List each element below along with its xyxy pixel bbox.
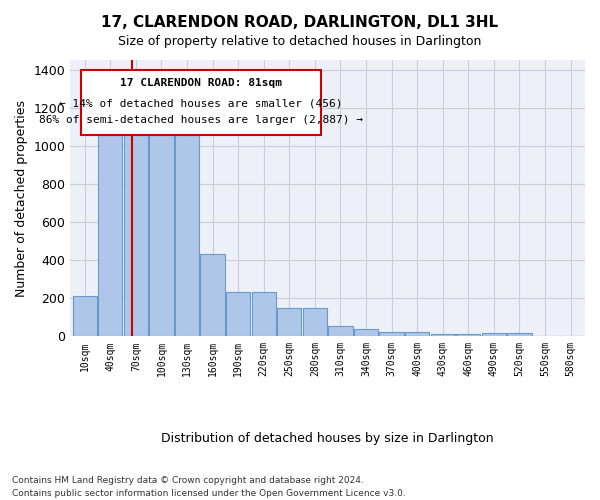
Bar	[226, 292, 250, 337]
Bar	[303, 308, 327, 336]
Text: Contains public sector information licensed under the Open Government Licence v3: Contains public sector information licen…	[12, 488, 406, 498]
Text: 17, CLARENDON ROAD, DARLINGTON, DL1 3HL: 17, CLARENDON ROAD, DARLINGTON, DL1 3HL	[101, 15, 499, 30]
Bar	[379, 332, 404, 336]
Text: 86% of semi-detached houses are larger (2,887) →: 86% of semi-detached houses are larger (…	[39, 115, 363, 125]
Bar	[507, 332, 532, 336]
Bar	[73, 296, 97, 337]
Bar	[149, 126, 173, 336]
Y-axis label: Number of detached properties: Number of detached properties	[15, 100, 28, 296]
X-axis label: Distribution of detached houses by size in Darlington: Distribution of detached houses by size …	[161, 432, 494, 445]
Bar	[124, 123, 148, 336]
Bar	[431, 334, 455, 336]
Bar	[98, 123, 122, 336]
Bar	[200, 254, 225, 336]
Bar	[482, 332, 506, 336]
Bar	[277, 308, 301, 336]
Bar	[328, 326, 353, 336]
Text: Size of property relative to detached houses in Darlington: Size of property relative to detached ho…	[118, 35, 482, 48]
Bar	[251, 292, 276, 337]
Text: 17 CLARENDON ROAD: 81sqm: 17 CLARENDON ROAD: 81sqm	[120, 78, 282, 88]
Bar	[175, 126, 199, 336]
Bar	[405, 332, 429, 336]
Bar	[354, 328, 378, 336]
Bar	[456, 334, 481, 336]
Text: ← 14% of detached houses are smaller (456): ← 14% of detached houses are smaller (45…	[59, 98, 343, 108]
Text: Contains HM Land Registry data © Crown copyright and database right 2024.: Contains HM Land Registry data © Crown c…	[12, 476, 364, 485]
